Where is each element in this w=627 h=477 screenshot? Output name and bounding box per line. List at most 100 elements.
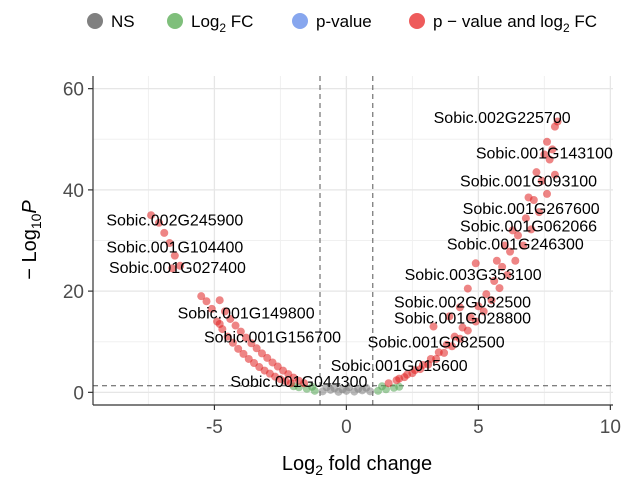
point-pvalue-and-log2fc [506,247,515,256]
legend-item-pvalue-and-log2fc: p − value and log2 FC [409,12,597,35]
point-pvalue-and-log2fc [215,296,224,305]
y-tick-label: 20 [63,282,84,303]
point-pvalue-and-log2fc [215,320,224,329]
gene-label: Sobic.002G225700 [434,110,571,127]
x-tick-label: -5 [206,417,223,438]
gene-label: Sobic.001G149800 [178,305,315,322]
y-tick-label: 60 [63,80,84,101]
gene-label: Sobic.001G104400 [106,240,243,257]
point-ns [330,384,339,393]
point-pvalue-and-log2fc [492,256,501,265]
point-pvalue-and-log2fc [490,276,499,285]
legend-item-ns: NS [87,12,135,31]
point-ns [362,383,371,392]
legend-label-ns: NS [111,12,135,31]
point-pvalue-and-log2fc [445,312,454,321]
gene-label: Sobic.001G062066 [460,218,597,235]
point-pvalue-and-log2fc [535,208,544,217]
point-pvalue-and-log2fc [524,193,533,202]
point-pvalue-and-log2fc [242,333,251,342]
point-pvalue-and-log2fc [532,168,541,177]
gene-label: Sobic.001G082500 [368,335,505,352]
x-tick-label: 0 [341,417,352,438]
point-pvalue-and-log2fc [160,228,169,237]
axes [92,76,613,406]
point-pvalue-and-log2fc [498,262,507,271]
legend-item-log2fc: Log2 FC [167,12,253,35]
point-pvalue-and-log2fc [207,304,216,313]
y-axis-ticks: 0 20 40 60 [63,80,93,404]
series-ns [318,383,375,396]
gene-label: Sobic.002G032500 [394,294,531,311]
point-pvalue-and-log2fc [487,296,496,305]
legend-marker-log2fc [167,13,183,29]
point-pvalue-and-log2fc [154,218,163,227]
legend: NS Log2 FC p-value p − value and log2 FC [87,12,597,35]
point-pvalue-and-log2fc [247,339,256,348]
point-pvalue-and-log2fc [384,379,393,388]
point-pvalue-and-log2fc [543,189,552,198]
gene-label: Sobic.001G044300 [230,374,367,391]
point-pvalue-and-log2fc [234,344,243,353]
gene-label: Sobic.001G267600 [463,201,600,218]
y-tick-label: 0 [73,383,84,404]
point-pvalue-and-log2fc [553,117,562,126]
point-pvalue-and-log2fc [202,297,211,306]
point-pvalue-and-log2fc [231,321,240,330]
legend-marker-pvalue [292,13,308,29]
gene-labels: Sobic.002G225700 Sobic.001G143100 Sobic.00… [106,110,613,391]
point-pvalue-and-log2fc [455,303,464,312]
point-pvalue-and-log2fc [548,145,557,154]
point-pvalue-and-log2fc [513,231,522,240]
point-pvalue-and-log2fc [418,361,427,370]
point-pvalue-and-log2fc [429,322,438,331]
point-pvalue-and-log2fc [519,241,528,250]
gene-label: Sobic.001G156700 [204,330,341,347]
point-pvalue-and-log2fc [458,323,467,332]
point-pvalue-and-log2fc [434,348,443,357]
x-tick-label: 10 [600,417,621,438]
point-pvalue-and-log2fc [395,374,404,383]
legend-label-pvalue-and-log2fc: p − value and log2 FC [433,12,597,35]
point-pvalue-and-log2fc [426,354,435,363]
grid-lines [93,76,613,405]
series-pvalue-and-log2fc [147,117,562,388]
point-log2fc [378,382,387,391]
gene-label: Sobic.001G015600 [331,358,468,375]
gene-label: Sobic.001G246300 [447,237,584,254]
point-log2fc [395,382,404,391]
point-ns [354,384,363,393]
point-pvalue-and-log2fc [482,290,491,299]
point-pvalue-and-log2fc [466,313,475,322]
point-pvalue-and-log2fc [508,226,517,235]
point-pvalue-and-log2fc [236,327,245,336]
point-pvalue-and-log2fc [263,353,272,362]
gene-label: Sobic.001G027400 [109,260,246,277]
point-ns [345,383,354,392]
legend-marker-pvalue-and-log2fc [409,13,425,29]
y-axis-title: − Log10P [19,200,44,280]
point-pvalue-and-log2fc [545,155,554,164]
point-pvalue-and-log2fc [197,292,206,301]
point-pvalue-and-log2fc [550,170,559,179]
y-tick-label: 40 [63,181,84,202]
point-pvalue-and-log2fc [228,338,237,347]
point-pvalue-and-log2fc [403,370,412,379]
cutoff-lines [93,76,613,405]
legend-marker-ns [87,13,103,29]
gene-label: Sobic.001G093100 [460,173,597,190]
point-pvalue-and-log2fc [176,261,185,270]
point-pvalue-and-log2fc [239,349,248,358]
point-pvalue-and-log2fc [165,239,174,248]
point-pvalue-and-log2fc [257,349,266,358]
point-pvalue-and-log2fc [474,302,483,311]
point-pvalue-and-log2fc [521,214,530,223]
point-pvalue-and-log2fc [537,176,546,185]
point-ns [322,383,331,392]
point-pvalue-and-log2fc [511,256,520,265]
point-pvalue-and-log2fc [527,225,536,234]
point-pvalue-and-log2fc [450,332,459,341]
point-pvalue-and-log2fc [503,270,512,279]
point-pvalue-and-log2fc [252,344,261,353]
